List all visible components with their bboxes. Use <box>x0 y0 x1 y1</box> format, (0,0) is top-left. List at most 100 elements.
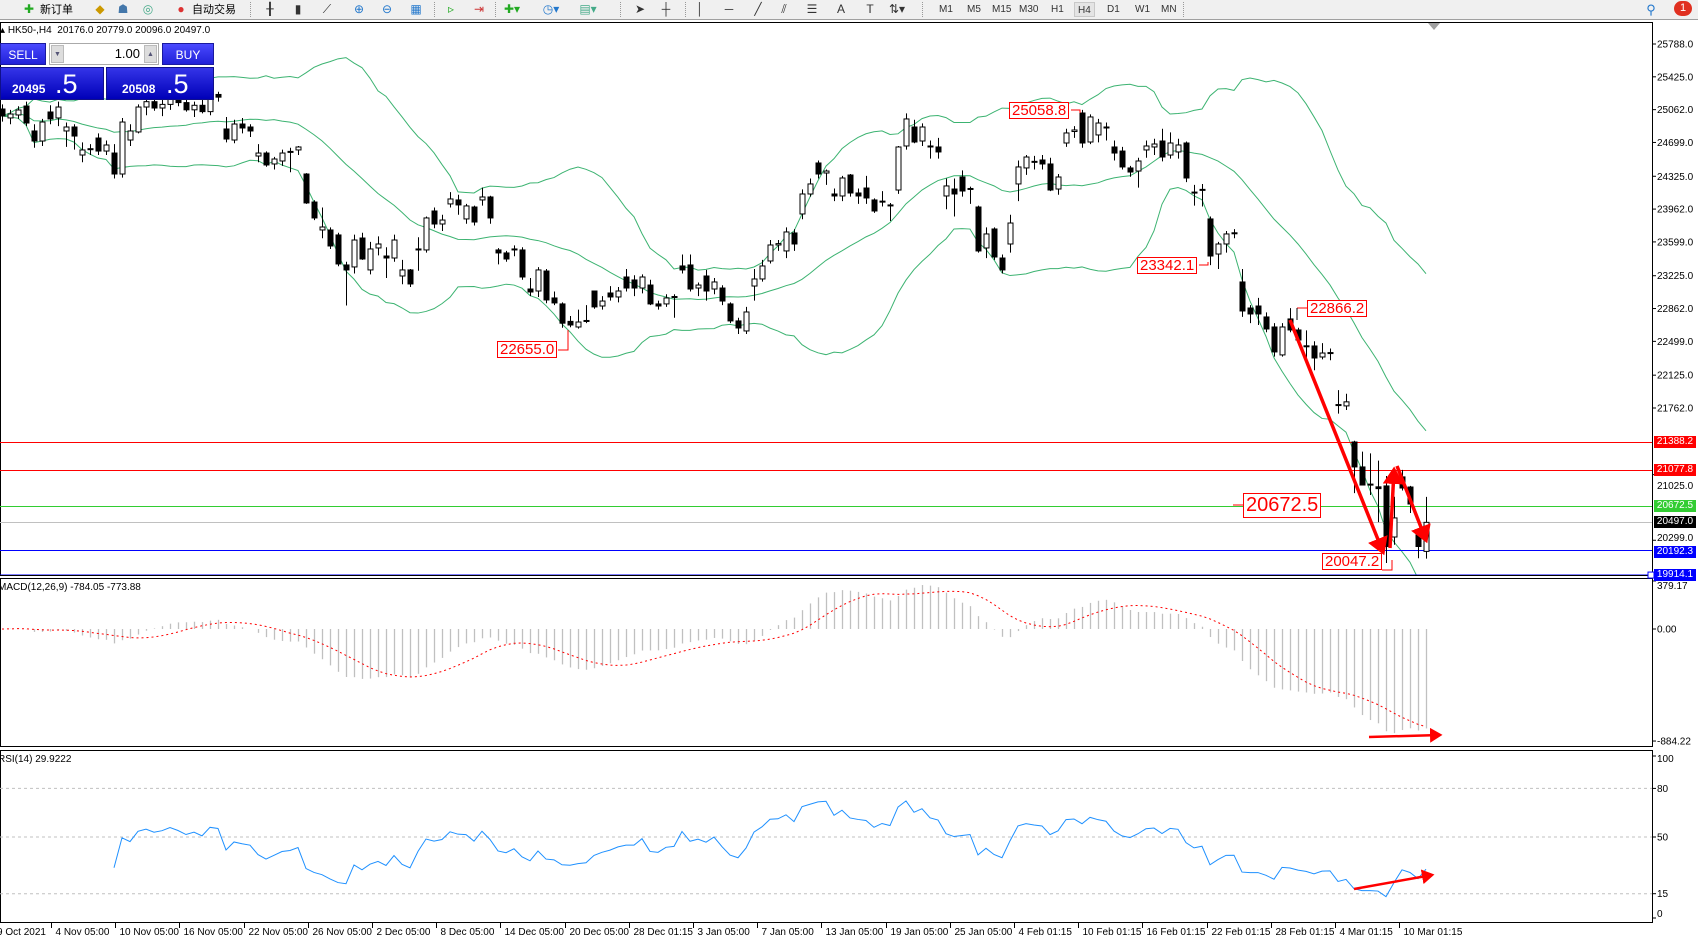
candlestick-icon[interactable]: ▮ <box>294 2 302 16</box>
timeframe-m15[interactable]: M15 <box>992 4 1012 15</box>
buy-button[interactable]: BUY <box>162 43 214 65</box>
candle-bullish <box>119 121 126 175</box>
price-level-label: 20497.0 <box>1654 516 1696 529</box>
collapse-icon[interactable]: ▴ <box>0 25 6 36</box>
indicators-icon[interactable]: ✚▾ <box>503 2 521 16</box>
search-icon[interactable]: ⚲ <box>1646 2 1656 17</box>
bar-chart-icon[interactable]: ╂ <box>266 2 274 16</box>
candle-bullish <box>319 226 326 231</box>
candle-bearish <box>1311 345 1318 359</box>
candle-bearish <box>223 128 230 140</box>
candle-bullish <box>1063 132 1070 144</box>
timeframe-w1[interactable]: W1 <box>1135 4 1150 15</box>
candle-bearish <box>927 145 934 148</box>
candle-bearish <box>503 252 510 260</box>
price-tick-label: 22499.0 <box>1657 337 1694 348</box>
annotation-connector <box>1071 109 1081 113</box>
horizontal-line-icon[interactable]: ─ <box>724 2 734 16</box>
candle-bullish <box>271 158 278 165</box>
navigator-icon[interactable]: ☗ <box>117 2 129 16</box>
price-tick-label: 24325.0 <box>1657 172 1694 183</box>
sell-button[interactable]: SELL <box>0 43 46 65</box>
annotation-low[interactable]: 23342.1 <box>1137 257 1198 274</box>
zoom-in-icon[interactable]: ⊕ <box>353 2 365 16</box>
candle-bearish <box>911 126 918 143</box>
trendline-icon[interactable]: ╱ <box>754 2 762 16</box>
new-order-button[interactable]: 新订单 <box>40 3 73 16</box>
candle-bullish <box>583 319 590 322</box>
lot-size-value[interactable]: 1.00 <box>114 46 140 61</box>
signals-icon[interactable]: ◎ <box>142 2 154 16</box>
annotation-level[interactable]: 20672.5 <box>1243 493 1322 518</box>
lot-decrease-button[interactable]: ▼ <box>51 45 64 63</box>
time-tick-label: 20 Dec 05:00 <box>570 927 630 938</box>
arrows-icon[interactable]: ⇅▾ <box>888 2 906 16</box>
candle-bearish <box>1263 316 1270 330</box>
periods-icon[interactable]: ◷▾ <box>542 2 560 16</box>
price-tick-label: 23225.0 <box>1657 271 1694 282</box>
candle-bearish <box>383 255 390 259</box>
annotation-high[interactable]: 25058.8 <box>1009 102 1070 119</box>
macd-pane-border <box>0 578 1653 747</box>
vertical-line-icon[interactable]: │ <box>696 2 704 16</box>
macd-tick-label: 379.17 <box>1657 581 1688 592</box>
timeframe-m1[interactable]: M1 <box>939 4 953 15</box>
timeframe-d1[interactable]: D1 <box>1107 4 1120 15</box>
annotation-high[interactable]: 22866.2 <box>1307 300 1368 317</box>
tile-windows-icon[interactable]: ▦ <box>410 2 422 16</box>
timeframe-h4[interactable]: H4 <box>1074 2 1095 17</box>
notification-icon[interactable]: 1 <box>1674 1 1692 16</box>
lot-increase-button[interactable]: ▲ <box>144 45 157 63</box>
candle-bullish <box>663 297 670 305</box>
autoscroll-icon[interactable]: ▹ <box>447 2 455 16</box>
candle-bullish <box>79 149 86 156</box>
autotrading-button[interactable]: 自动交易 <box>192 3 236 16</box>
market-watch-icon[interactable]: ◆ <box>95 2 105 16</box>
annotation-low[interactable]: 22655.0 <box>497 341 558 358</box>
candle-bullish <box>615 290 622 298</box>
toolbar-separator <box>620 2 621 17</box>
candle-bearish <box>1367 483 1374 486</box>
fibonacci-icon[interactable]: ☰ <box>806 2 818 16</box>
sell-price-box[interactable]: 20495 .5 <box>0 67 104 100</box>
buy-price-box[interactable]: 20508 .5 <box>106 67 214 100</box>
candle-bearish <box>527 288 534 293</box>
candle-bullish <box>1319 352 1326 358</box>
sell-price-fraction: .5 <box>55 69 78 99</box>
timeframe-h1[interactable]: H1 <box>1051 4 1064 15</box>
candle-bullish <box>983 233 990 249</box>
text-icon[interactable]: A <box>836 2 845 16</box>
timeframe-m5[interactable]: M5 <box>967 4 981 15</box>
new-order-icon[interactable]: ✚ <box>23 2 35 16</box>
annotation-low[interactable]: 20047.2 <box>1322 553 1383 570</box>
candle-bearish <box>1359 466 1366 486</box>
line-chart-icon[interactable]: ⟋ <box>322 2 332 16</box>
macd-tick-label: -884.22 <box>1657 737 1691 748</box>
templates-icon[interactable]: ▤▾ <box>579 2 597 16</box>
timeframe-m30[interactable]: M30 <box>1019 4 1039 15</box>
timeframe-mn[interactable]: MN <box>1161 4 1177 15</box>
channel-icon[interactable]: ⫽ <box>781 2 787 16</box>
cursor-icon[interactable]: ➤ <box>634 2 646 16</box>
drawn-arrow-right <box>1368 727 1443 743</box>
candle-bearish <box>847 174 854 194</box>
candle-bearish <box>1239 281 1246 312</box>
candle-bullish <box>399 269 406 277</box>
candle-bearish <box>455 199 462 206</box>
crosshair-icon[interactable]: ┼ <box>661 2 671 16</box>
text-label-icon[interactable]: T <box>866 2 874 16</box>
autotrading-icon[interactable]: ● <box>177 2 185 16</box>
candle-bullish <box>1167 142 1174 156</box>
candle-bearish <box>791 232 798 245</box>
candle-bearish <box>495 249 502 254</box>
time-tick-label: 29 Oct 2021 <box>0 927 46 938</box>
candle-bullish <box>1199 188 1206 191</box>
chart-shift-icon[interactable]: ⇥ <box>473 2 485 16</box>
lot-size-input[interactable]: ▼ 1.00 ▲ <box>49 43 159 65</box>
candle-bearish <box>239 123 246 129</box>
toolbar-separator <box>250 2 251 17</box>
price-tick-label: 22125.0 <box>1657 371 1694 382</box>
macd-tick-label: 0.00 <box>1657 625 1677 636</box>
zoom-out-icon[interactable]: ⊖ <box>381 2 393 16</box>
